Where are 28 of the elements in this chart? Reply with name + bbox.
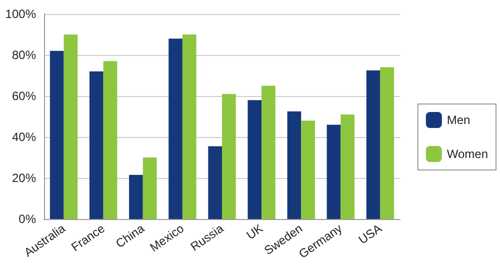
y-tick-label: 40% [12, 130, 36, 144]
x-tick-label: UK [244, 221, 266, 242]
y-tick-label: 60% [12, 89, 36, 103]
bar [89, 71, 104, 219]
y-tick-label: 100% [5, 7, 36, 21]
bar [142, 158, 157, 219]
bar [340, 114, 355, 219]
bar [287, 111, 302, 219]
bar [380, 67, 394, 219]
bar [222, 94, 236, 219]
y-tick-label: 80% [12, 48, 36, 62]
bar [248, 100, 262, 219]
bar [129, 174, 143, 219]
legend-label: Women [446, 147, 488, 161]
x-tick-label: USA [356, 221, 384, 247]
bar [366, 70, 380, 219]
bar [301, 120, 315, 219]
y-tick-label: 0% [18, 212, 36, 226]
bar [326, 124, 341, 219]
bar [182, 34, 196, 219]
bar [262, 86, 276, 219]
legend-label: Men [446, 113, 470, 127]
bar [168, 38, 182, 219]
bar [64, 34, 78, 219]
bar [103, 61, 118, 219]
bar [50, 50, 64, 219]
y-tick-label: 20% [12, 171, 36, 185]
bar [208, 146, 222, 219]
